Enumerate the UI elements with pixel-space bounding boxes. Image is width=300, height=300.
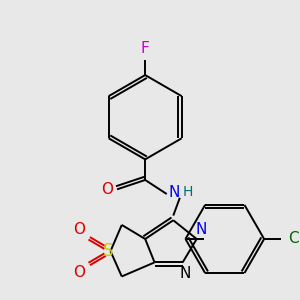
Text: O: O: [101, 182, 113, 197]
Text: N: N: [180, 266, 191, 281]
Text: O: O: [74, 265, 86, 280]
Text: N: N: [169, 184, 180, 200]
Text: F: F: [141, 41, 150, 56]
Text: O: O: [74, 222, 86, 237]
Text: N: N: [196, 222, 207, 237]
Text: S: S: [103, 242, 113, 260]
Text: H: H: [182, 185, 193, 199]
Text: Cl: Cl: [289, 232, 300, 247]
